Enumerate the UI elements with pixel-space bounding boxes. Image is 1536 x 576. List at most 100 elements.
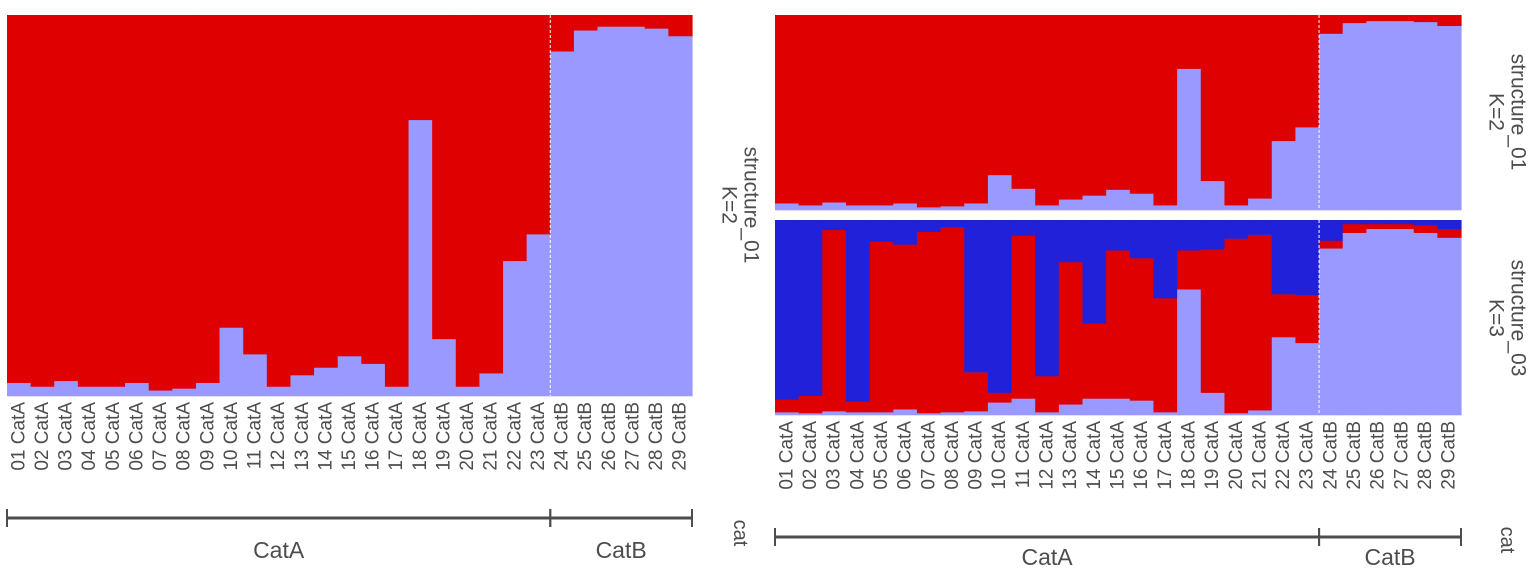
bar-segment [1200,180,1226,211]
bar-segment [916,413,942,416]
bar-segment [479,15,504,374]
bar-segment [1248,198,1273,211]
bar-segment [455,386,481,397]
x-tick-label: 03 CatA [56,402,77,471]
bar-segment [172,15,197,389]
bar-segment [1390,228,1415,416]
structure-panel-k3-bottom [775,220,1462,416]
bar-segment [1319,248,1344,416]
group-label: CatB [596,537,647,563]
bar-segment [798,220,823,396]
bar-segment [384,15,410,387]
bar-segment [775,399,800,413]
group-label: CatB [1364,544,1415,570]
bar-segment [1035,412,1060,416]
x-tick-label: 28 CatB [646,402,667,471]
bar-segment [987,392,1013,403]
bar-segment [1082,15,1107,196]
x-tick-label: 15 CatA [1108,421,1129,490]
x-tick-label: 12 CatA [268,402,289,471]
bar-segment [1366,228,1391,416]
bar-segment [1248,410,1273,416]
group-label: CatA [1021,544,1073,570]
bar-segment [1413,220,1438,226]
x-tick-label: 24 CatB [552,402,573,471]
bar-segment [1153,298,1178,413]
bar-segment [195,15,221,383]
bar-segment [916,207,942,211]
bar-segment [1342,232,1367,416]
x-tick-label: 18 CatA [410,402,431,471]
structure-panel-k2 [7,15,693,397]
bar-segment [644,28,669,397]
bar-segment [845,220,871,402]
bar-segment [964,203,989,211]
x-tick-label: 06 CatA [895,421,916,490]
bar-segment [219,327,244,397]
bar-segment [125,382,150,397]
bar-segment [940,206,965,211]
bar-segment [1177,220,1202,251]
x-tick-label: 25 CatB [575,402,596,471]
bar-segment [1295,295,1320,344]
bar-segment [361,363,386,397]
x-tick-label: 01 CatA [8,402,29,471]
bar-segment [1177,68,1202,211]
x-tick-label: 13 CatA [1060,421,1081,490]
bar-segment [1011,220,1036,236]
bar-segment [775,203,800,211]
bar-segment [1011,15,1036,189]
strip-label: structure_01 [1507,54,1530,171]
bar-segment [1248,234,1273,411]
bar-segment [964,220,989,373]
x-tick-label: 02 CatA [800,421,821,490]
x-tick-label: 17 CatA [386,402,407,471]
x-tick-label: 15 CatA [339,402,360,471]
x-tick-label: 24 CatB [1320,421,1341,490]
bar-segment [1271,337,1297,416]
bar-segment [822,229,847,412]
bar-segment [1200,392,1226,416]
bar-segment [893,244,918,410]
x-tick-label: 16 CatA [363,402,384,471]
bar-segment [1177,15,1202,69]
bar-segment [1271,294,1297,338]
bar-segment [503,260,528,397]
structure-panel-k2-top [775,15,1462,211]
bar-segment [1106,398,1131,416]
bar-segment [1106,220,1131,251]
bar-segment [644,15,669,29]
x-tick-label: 13 CatA [292,402,313,471]
bar-segment [1224,413,1249,416]
bar-segment [1106,250,1131,399]
bar-segment [219,15,244,328]
bar-segment [1437,237,1462,416]
bar-segment [432,338,457,397]
bar-segment [869,220,894,242]
bar-segment [775,412,800,416]
bar-segment [1129,400,1155,416]
bar-segment [77,15,103,387]
bar-segment [1224,15,1249,206]
bar-segment [798,413,823,416]
x-tick-label: 28 CatB [1415,421,1436,490]
bar-segment [125,15,150,383]
bar-segment [266,15,292,387]
x-tick-label: 26 CatB [599,402,620,471]
bar-segment [1295,127,1320,211]
bar-segment [1058,220,1084,263]
bar-segment [1295,342,1320,416]
bar-segment [7,382,32,397]
bar-segment [573,15,599,31]
bar-segment [54,380,79,397]
bar-segment [1129,220,1155,259]
bar-segment [1413,224,1438,233]
bar-segment [893,15,918,204]
strip-label: K=2 [718,186,741,224]
bar-segment [1058,261,1084,405]
bar-segment [384,386,410,397]
x-tick-label: 20 CatA [457,402,478,471]
bar-segment [1224,205,1249,211]
x-tick-label: 11 CatA [245,402,266,470]
bar-segment [1366,20,1391,211]
